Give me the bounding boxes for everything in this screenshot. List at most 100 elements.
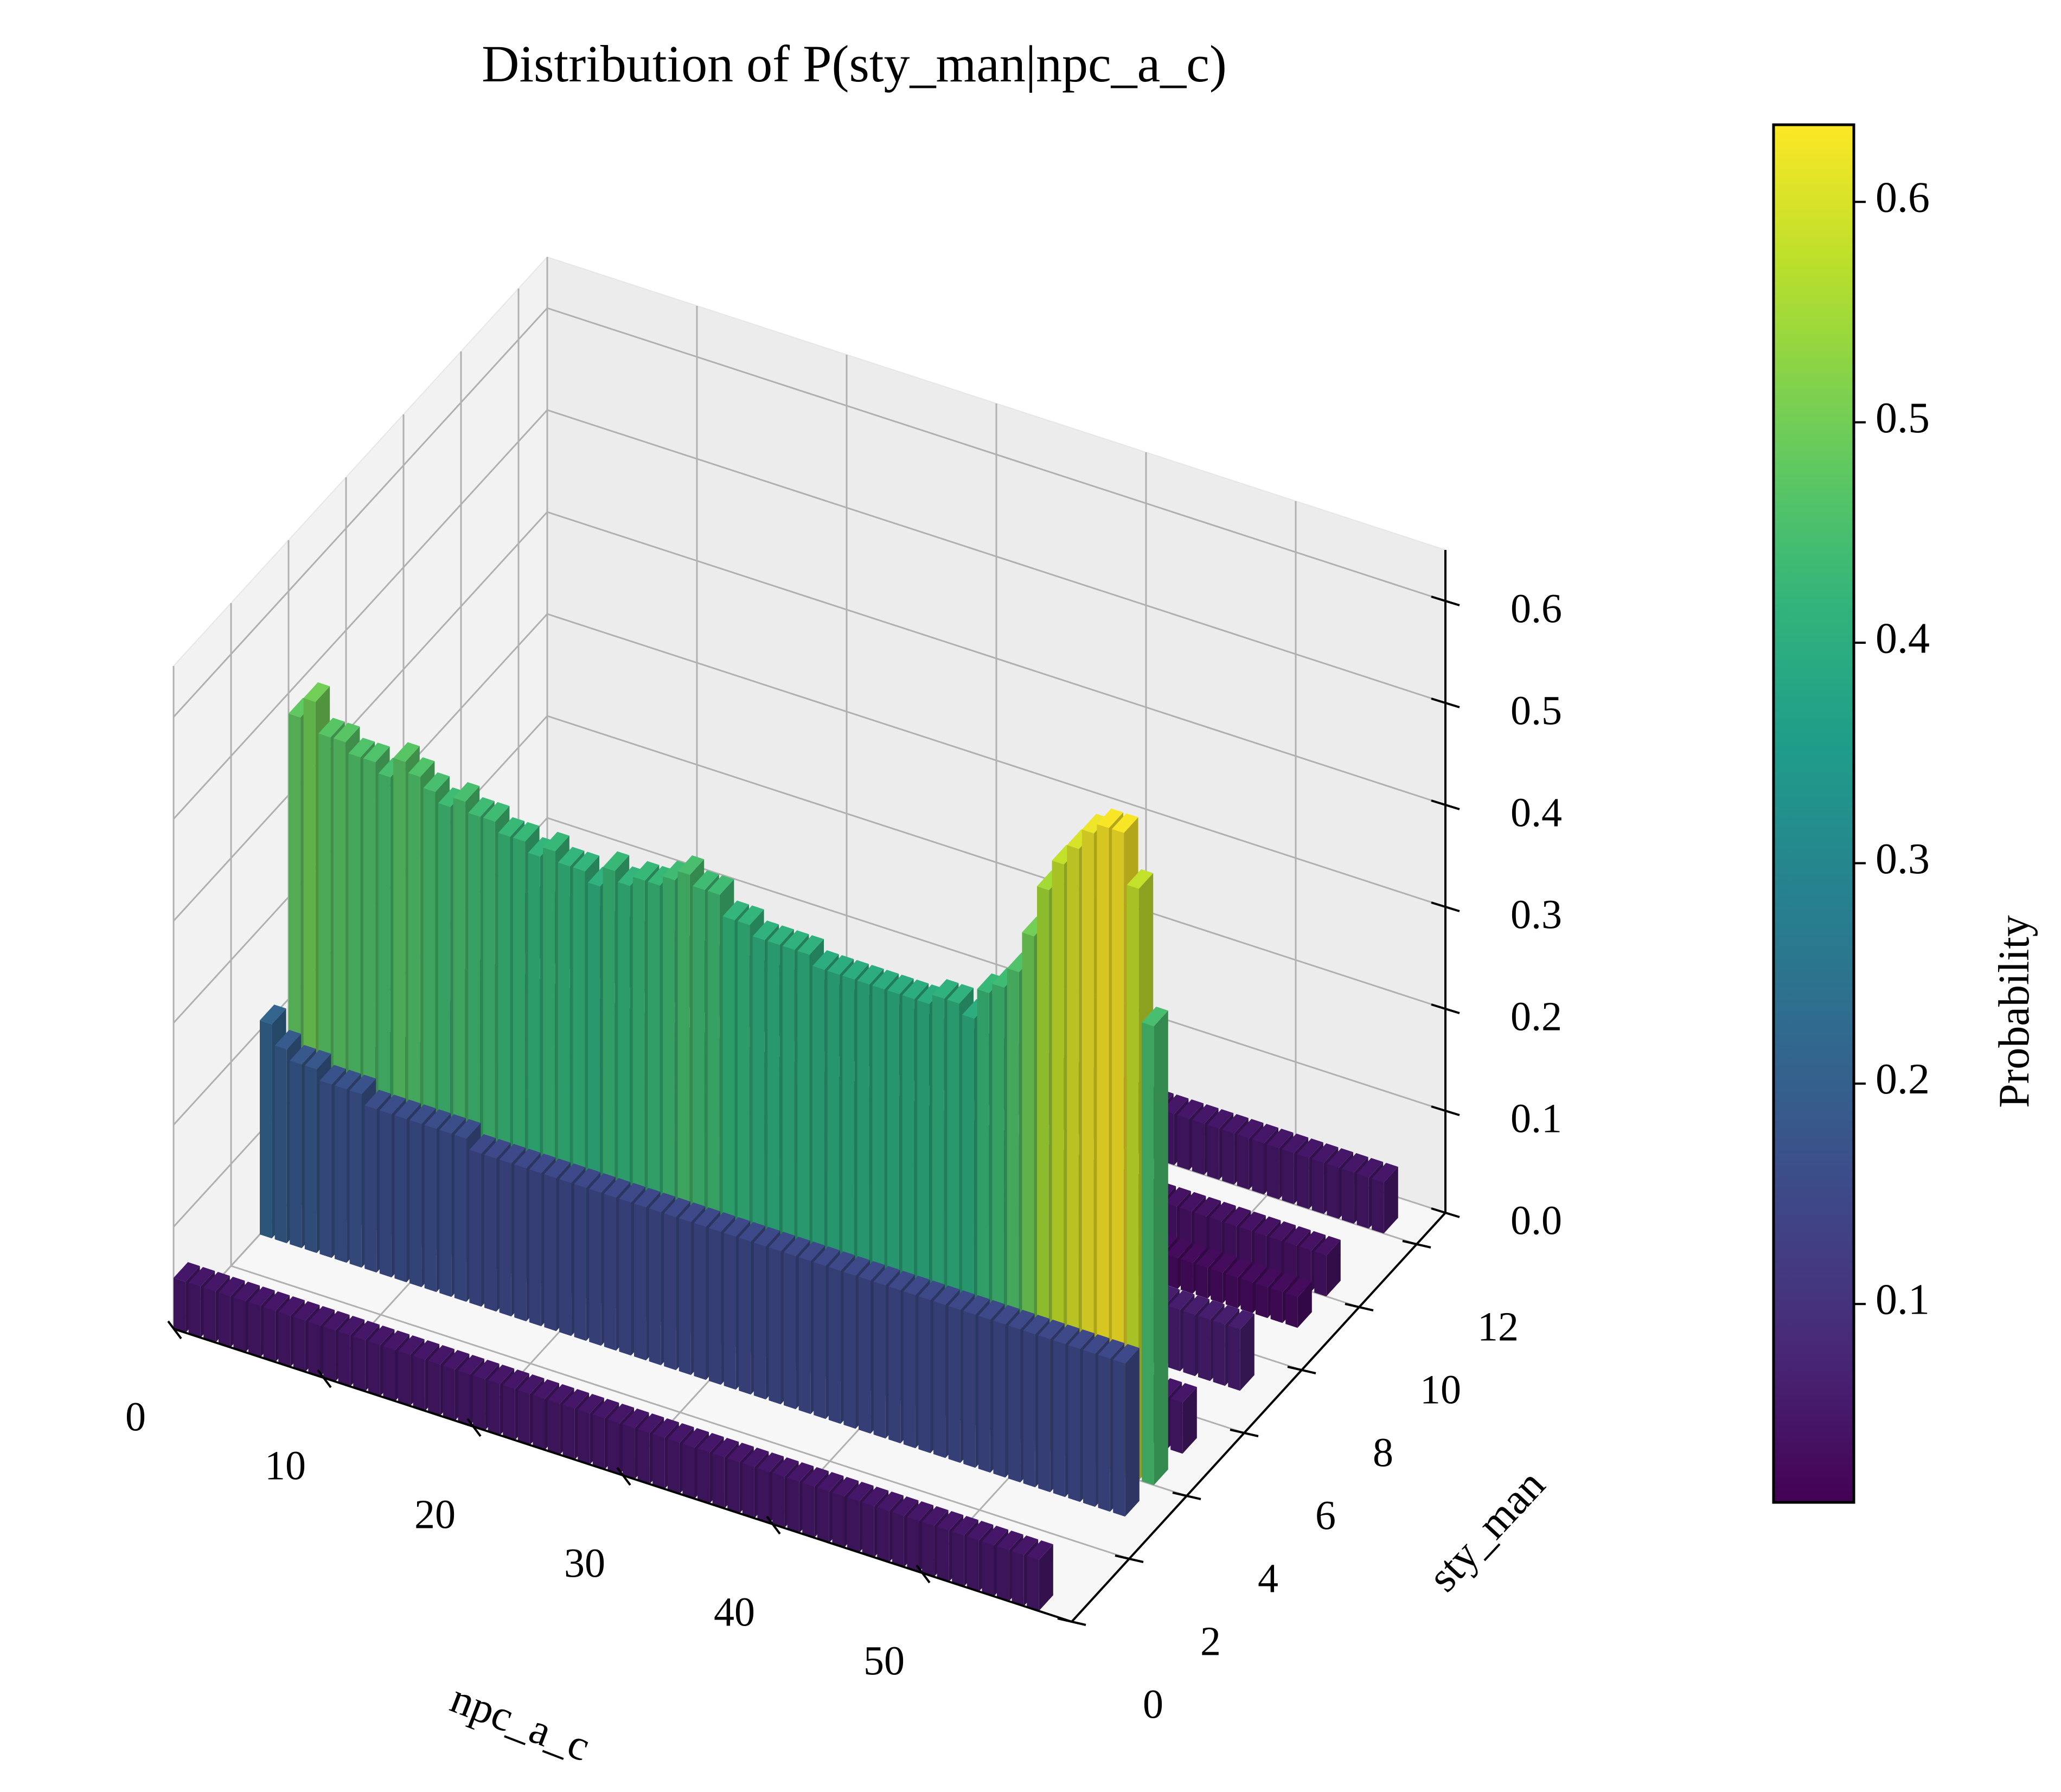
bar-top-face xyxy=(544,1159,571,1179)
bar-front-face xyxy=(667,1439,680,1494)
bar-top-face xyxy=(1112,813,1138,833)
bar-front-face xyxy=(1282,1149,1294,1205)
bar-front-face xyxy=(753,1243,766,1400)
grid-line-z xyxy=(172,307,548,718)
bar-front-face xyxy=(862,1502,874,1558)
z-tick-label: 0.5 xyxy=(1510,688,1562,733)
bar-top-face xyxy=(1239,1211,1266,1231)
bar-top-face xyxy=(1008,1310,1035,1330)
bar-front-face xyxy=(859,1277,871,1434)
bar-top-face xyxy=(274,1029,302,1049)
bar-front-face xyxy=(1097,824,1109,1471)
bar-front-face xyxy=(353,1336,366,1392)
bar-top-face xyxy=(679,1202,706,1223)
bar-top-face xyxy=(363,743,390,763)
bar-top-face xyxy=(618,866,644,886)
bar-top-face xyxy=(1207,1109,1234,1129)
bar-top-face xyxy=(233,1282,260,1302)
bar-side-face xyxy=(1297,1281,1312,1328)
x-tick xyxy=(766,1515,781,1535)
bar-top-face xyxy=(589,1173,616,1193)
y-tick xyxy=(1115,1554,1144,1563)
bar-front-face xyxy=(443,1366,455,1421)
bar-front-face xyxy=(1195,1264,1208,1299)
bar-top-face xyxy=(304,1049,331,1070)
bar-top-face xyxy=(1299,1231,1326,1251)
bar xyxy=(1285,1277,1312,1328)
bar-top-face xyxy=(877,1492,904,1512)
bar-top-face xyxy=(517,1374,545,1394)
bar-front-face xyxy=(1038,1335,1051,1493)
bar-top-face xyxy=(933,1285,960,1305)
bar-front-face xyxy=(559,1179,572,1336)
bar-front-face xyxy=(649,1208,661,1366)
bar-front-face xyxy=(274,1045,287,1244)
bar-top-face xyxy=(1252,1124,1278,1144)
bar-top-face xyxy=(290,1045,316,1065)
bar-front-face xyxy=(1256,1283,1268,1319)
bar-top-face xyxy=(1179,1192,1206,1212)
bar-top-face xyxy=(383,1330,409,1351)
x-tick-label: 0 xyxy=(125,1394,146,1439)
bar-top-face xyxy=(922,1506,949,1526)
bar-front-face xyxy=(544,1174,556,1332)
bar-top-face xyxy=(473,1360,500,1380)
bar-top-face xyxy=(637,1413,664,1433)
bar-front-face xyxy=(368,1341,380,1397)
bar-top-face xyxy=(533,1379,559,1399)
y-tick-label: 10 xyxy=(1420,1367,1461,1412)
bar-top-face xyxy=(293,1301,320,1321)
bar-top-face xyxy=(483,802,510,822)
bar-top-face xyxy=(423,772,450,792)
grid-line-z xyxy=(172,511,548,922)
bar-top-face xyxy=(260,1004,286,1025)
colorbar-tick-label: 0.1 xyxy=(1876,1276,1930,1324)
bar-front-face xyxy=(814,1262,826,1419)
bar-top-face xyxy=(1192,1104,1219,1124)
bar-front-face xyxy=(1192,1120,1205,1175)
bar-top-face xyxy=(682,1428,709,1448)
bar-top-face xyxy=(607,1404,634,1424)
bar-top-face xyxy=(663,860,689,880)
bar-front-face xyxy=(574,1184,586,1341)
bar-top-face xyxy=(814,1246,840,1266)
bar-front-face xyxy=(473,1375,485,1431)
x-tick xyxy=(167,1320,182,1340)
bar-front-face xyxy=(873,1282,886,1439)
bar-side-face xyxy=(1240,1314,1254,1391)
bar-top-face xyxy=(1314,1236,1341,1256)
bar-top-face xyxy=(1126,869,1154,889)
bar-top-face xyxy=(559,1163,586,1183)
bar-top-face xyxy=(574,1168,601,1188)
bar-top-face xyxy=(218,1277,245,1297)
bar-top-face xyxy=(693,870,719,890)
bar-front-face xyxy=(517,1390,530,1445)
bar-front-face xyxy=(1285,1293,1298,1328)
bar-top-face xyxy=(562,1389,590,1409)
bar-top-face xyxy=(667,1423,694,1443)
bar-top-face xyxy=(338,1316,365,1336)
bar-top-face xyxy=(802,1467,829,1487)
bar-top-face xyxy=(1181,1243,1207,1263)
bar-top-face xyxy=(1170,1383,1197,1403)
bar-top-face xyxy=(752,920,779,940)
bar-front-face xyxy=(1372,1179,1384,1234)
bar-top-face xyxy=(887,975,914,995)
z-tick xyxy=(1431,799,1460,810)
bar-front-face xyxy=(664,1213,676,1371)
bar-front-face xyxy=(784,1252,796,1410)
bar-top-face xyxy=(573,852,599,872)
bar-top-face xyxy=(937,1511,964,1531)
bar-top-face xyxy=(513,822,540,842)
bar-front-face xyxy=(548,1400,560,1455)
bar xyxy=(1372,1163,1398,1234)
colorbar-tick-label: 0.2 xyxy=(1876,1055,1930,1103)
bar-front-face xyxy=(847,1497,860,1553)
bar-top-face xyxy=(902,980,929,1000)
bar-top-face xyxy=(1342,1153,1368,1173)
bar-front-face xyxy=(1222,1130,1234,1185)
bar-top-face xyxy=(1098,1339,1125,1359)
bar-front-face xyxy=(263,1307,276,1362)
bar-front-face xyxy=(533,1395,545,1450)
